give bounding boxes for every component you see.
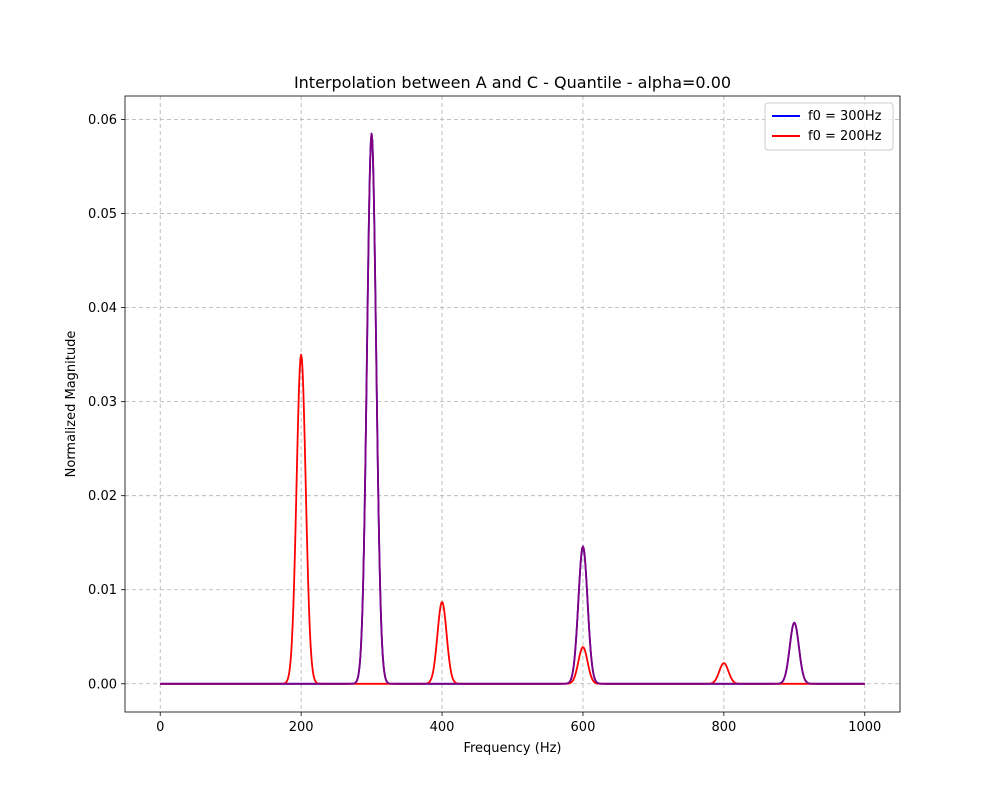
x-axis-label: Frequency (Hz)	[463, 741, 561, 756]
y-tick-label: 0.00	[88, 677, 117, 692]
series-line-0	[160, 132, 865, 685]
series-layer	[160, 132, 865, 685]
chart-title: Interpolation between A and C - Quantile…	[294, 73, 731, 92]
legend: f0 = 300Hz f0 = 200Hz	[764, 102, 894, 151]
legend-label-0: f0 = 300Hz	[808, 109, 882, 124]
x-tick-label: 1000	[848, 720, 881, 735]
x-tick-label: 0	[156, 720, 164, 735]
y-tick-label: 0.06	[88, 113, 117, 128]
y-tick-label: 0.03	[88, 395, 117, 410]
y-tick-label: 0.02	[88, 489, 117, 504]
series-line-1	[160, 353, 865, 685]
ticks: 0 200 400 600 800 1000 0.00 0.01 0.02 0.03 0.04 0.0…	[88, 113, 881, 735]
legend-box	[764, 102, 894, 151]
y-tick-label: 0.01	[88, 583, 117, 598]
x-tick-label: 600	[571, 720, 596, 735]
y-axis-label: Normalized Magnitude	[64, 331, 79, 478]
x-tick-label: 200	[289, 720, 314, 735]
x-tick-label: 400	[430, 720, 455, 735]
plot-frame	[124, 95, 901, 713]
legend-label-1: f0 = 200Hz	[808, 129, 882, 144]
y-tick-label: 0.05	[88, 207, 117, 222]
x-tick-label: 800	[711, 720, 736, 735]
y-tick-label: 0.04	[88, 301, 117, 316]
grid	[125, 96, 900, 712]
series-line-2	[160, 132, 865, 685]
